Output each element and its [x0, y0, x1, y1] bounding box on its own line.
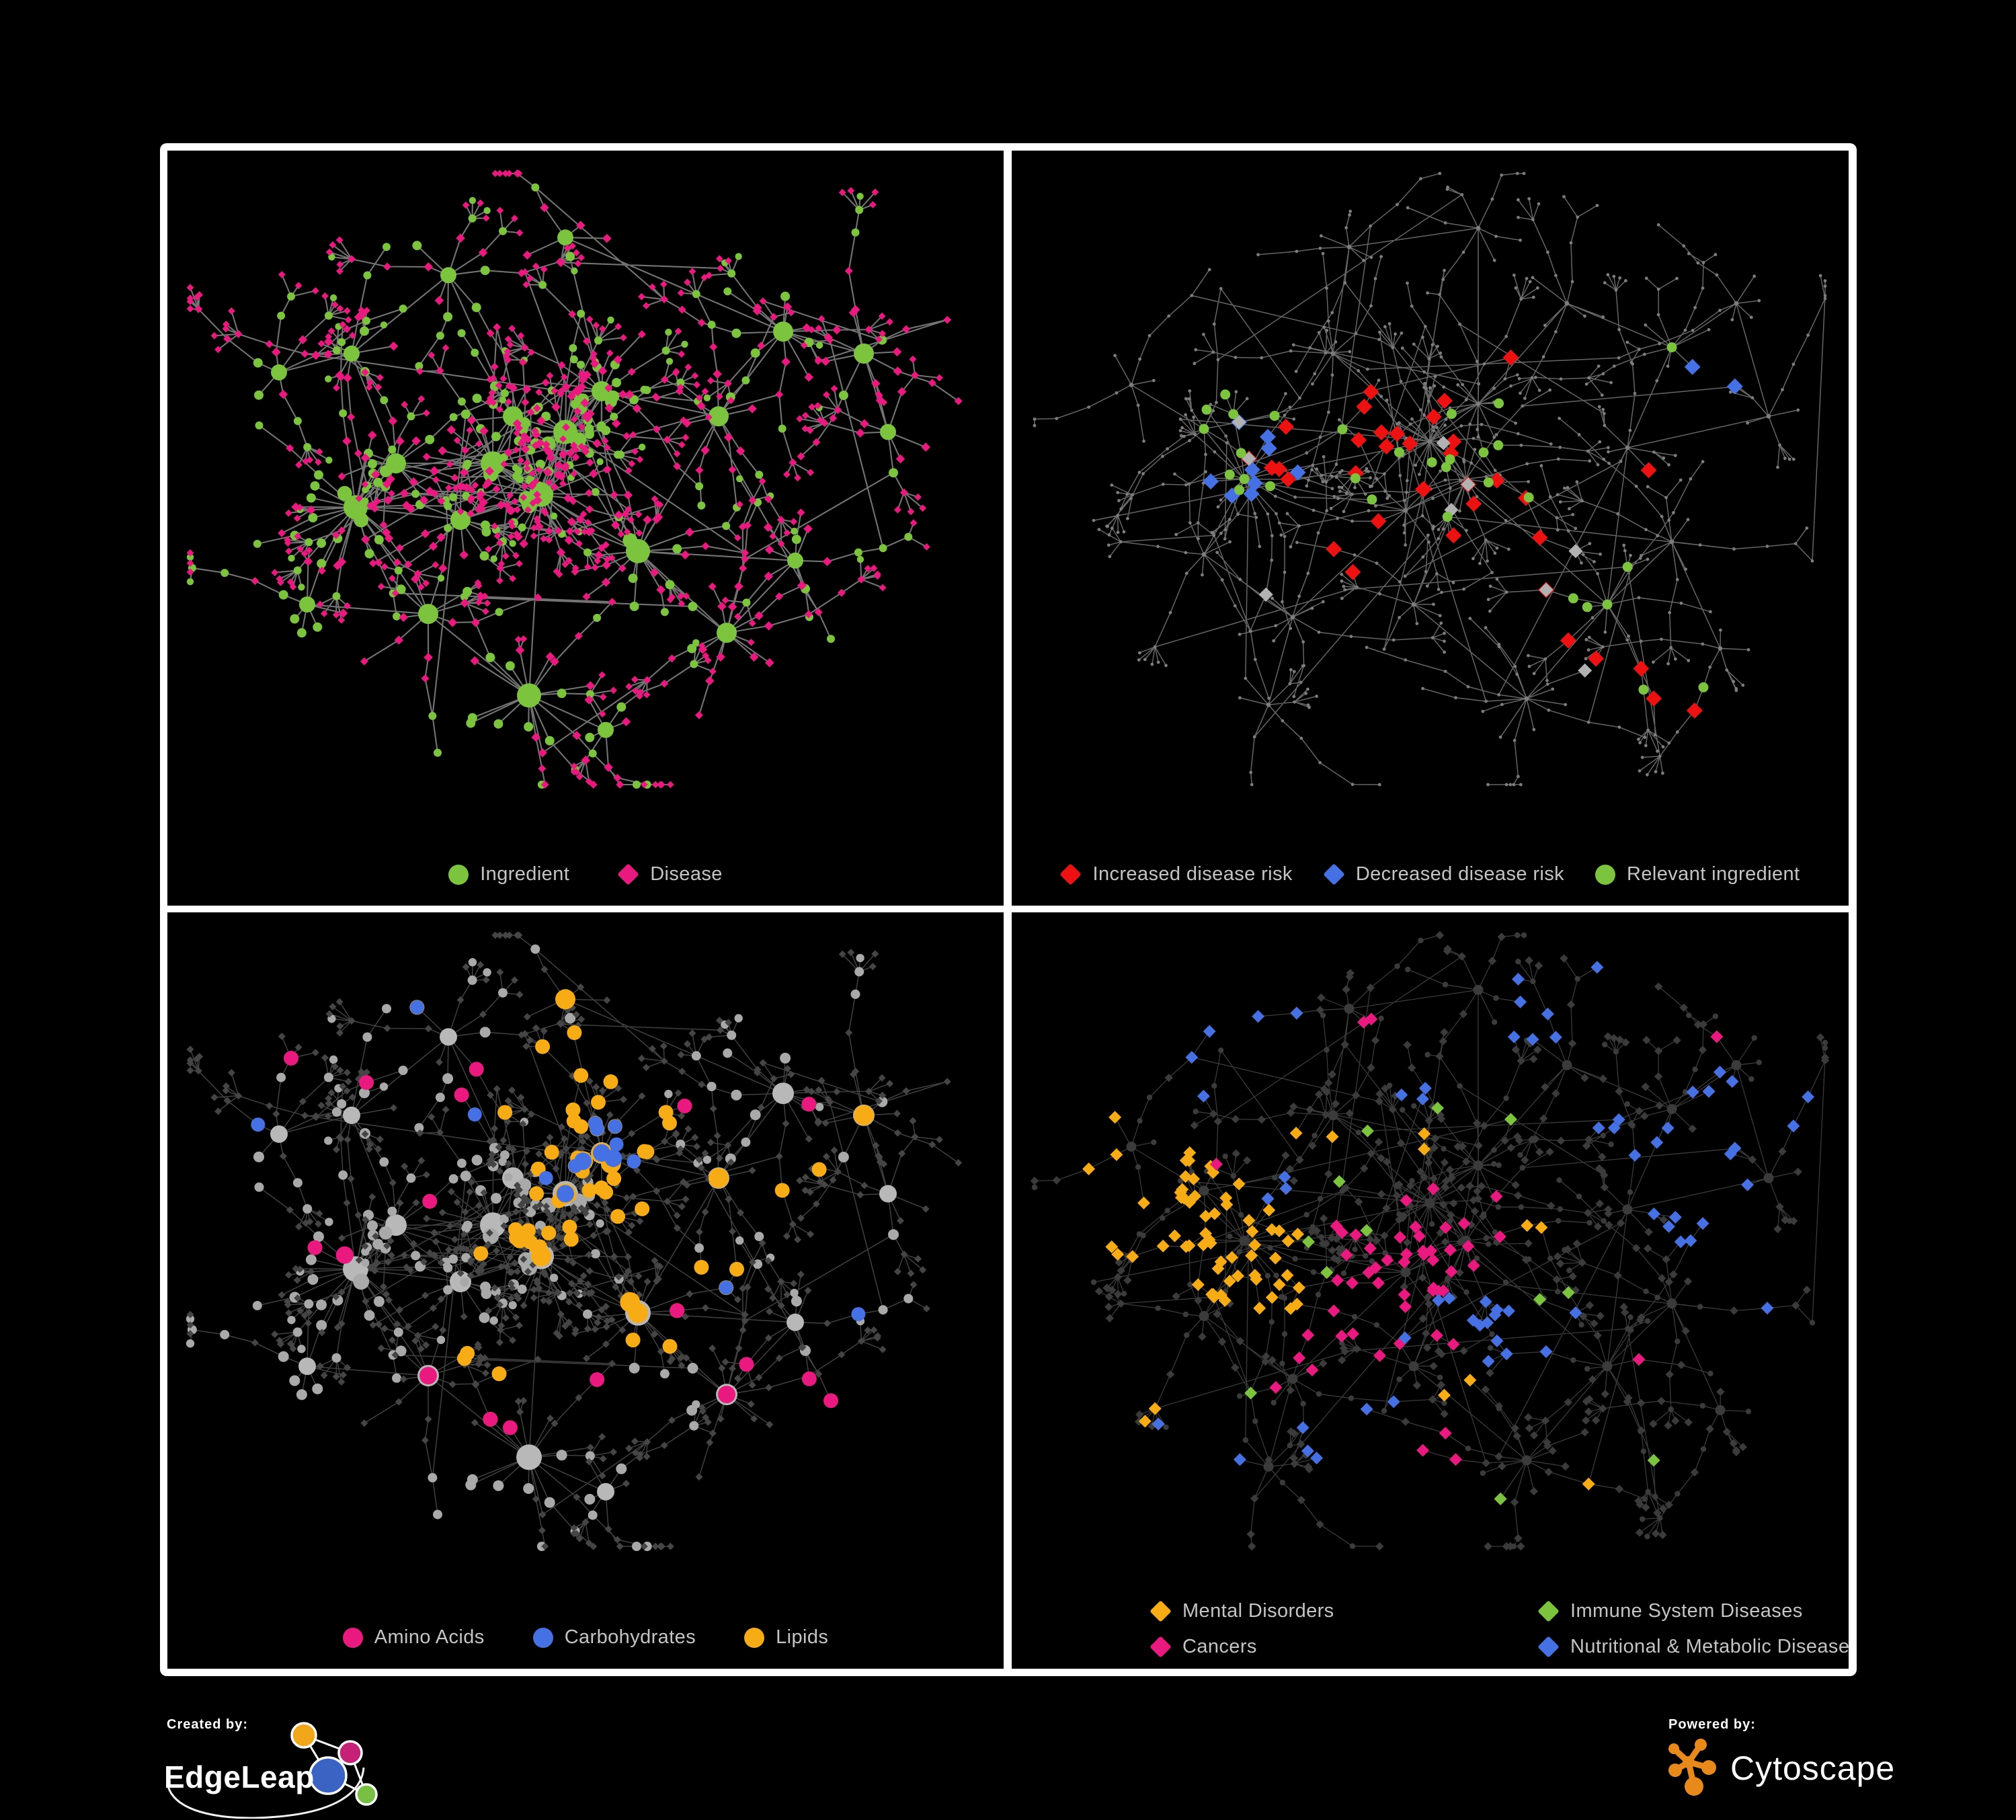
cytoscape-brand-text: Cytoscape: [1730, 1749, 1895, 1787]
panel-ingredient-disease: Ingredient Disease: [167, 151, 1004, 906]
powered-by-label: Powered by:: [1668, 1717, 1756, 1732]
nodes-layer: [186, 931, 963, 1550]
legend-label: Ingredient: [480, 863, 570, 885]
edgeleap-swoosh: [167, 1767, 365, 1819]
circle-marker-icon: [532, 1627, 553, 1648]
network-grid-frame: Ingredient Disease Increased disease risk…: [160, 143, 1857, 1676]
nodes-layer: [1033, 171, 1827, 787]
edges-layer: [1034, 935, 1826, 1547]
nodes-layer: [409, 989, 874, 1427]
legend-item-decreased-disease-risk: Decreased disease risk: [1323, 863, 1565, 885]
diamond-marker-icon: [1150, 1600, 1172, 1622]
legend-label: Decreased disease risk: [1355, 863, 1565, 885]
edgeleap-logo: Created by: EdgeLeap: [164, 1717, 378, 1819]
legend-item-immune-system-diseases: Immune System Diseases: [1537, 1600, 1849, 1622]
legend-disease-categories: Mental Disorders Immune System Diseases Ca…: [1012, 1600, 1849, 1658]
legend-item-nutritional-metabolic-diseases: Nutritional & Metabolic Diseases: [1537, 1636, 1849, 1658]
legend-label: Increased disease risk: [1092, 863, 1293, 885]
panel-disease-categories: Mental Disorders Immune System Diseases Ca…: [1012, 912, 1849, 1669]
diamond-marker-icon: [1059, 863, 1082, 885]
legend-label: Cancers: [1182, 1636, 1257, 1657]
panel-disease-risk: Increased disease risk Decreased disease …: [1012, 151, 1849, 906]
nodes-layer: [1244, 1101, 1660, 1505]
legend-label: Carbohydrates: [564, 1626, 696, 1648]
nodes-layer: [186, 183, 913, 789]
nodes-layer: [1232, 415, 1592, 678]
legend-disease-risk: Increased disease risk Decreased disease …: [1012, 863, 1849, 885]
nodes-layer: [1203, 358, 1743, 504]
legend-label: Immune System Diseases: [1570, 1600, 1803, 1622]
network-graph-ingredient-disease: [186, 169, 963, 789]
nodes-layer: [1082, 1006, 1595, 1491]
legend-item-ingredient: Ingredient: [448, 863, 569, 885]
legend-item-cancers: Cancers: [1150, 1636, 1490, 1658]
legend-label: Relevant ingredient: [1627, 863, 1800, 885]
nodes-layer: [1240, 349, 1703, 719]
diamond-marker-icon: [1537, 1600, 1560, 1622]
diamond-marker-icon: [1150, 1636, 1172, 1658]
cytoscape-logo: Powered by: Cytoscape: [1668, 1717, 1895, 1796]
network-graph-disease-categories: [1030, 931, 1830, 1551]
edges-layer: [1034, 173, 1826, 785]
created-by-label: Created by:: [167, 1717, 248, 1732]
circle-marker-icon: [342, 1627, 363, 1648]
circle-marker-icon: [1595, 864, 1616, 885]
legend-item-mental-disorders: Mental Disorders: [1150, 1600, 1490, 1622]
nodes-layer: [186, 169, 963, 789]
legend-item-increased-disease-risk: Increased disease risk: [1059, 863, 1293, 885]
nodes-layer: [1030, 931, 1830, 1551]
cytoscape-logo-icon: [1668, 1739, 1716, 1796]
network-graph-disease-risk: [1033, 171, 1827, 787]
legend-nutrient-categories: Amino Acids Carbohydrates Lipids: [167, 1626, 1004, 1649]
circle-marker-icon: [448, 864, 469, 885]
legend-item-amino-acids: Amino Acids: [342, 1626, 485, 1649]
legend-label: Disease: [650, 863, 723, 885]
nodes-layer: [1031, 932, 1828, 1550]
panel-nutrient-categories: Amino Acids Carbohydrates Lipids: [167, 912, 1004, 1669]
network-graph-nutrient-categories: [186, 931, 963, 1551]
legend-label: Lipids: [776, 1626, 829, 1648]
legend-label: Nutritional & Metabolic Diseases: [1570, 1636, 1849, 1657]
circle-marker-icon: [744, 1627, 765, 1648]
diamond-marker-icon: [617, 863, 639, 885]
diamond-marker-icon: [1537, 1636, 1560, 1658]
nodes-layer: [1199, 342, 1709, 695]
edgeleap-logo-nodes: [290, 1722, 378, 1806]
legend-item-lipids: Lipids: [744, 1626, 828, 1649]
legend-label: Amino Acids: [374, 1626, 485, 1648]
legend-item-relevant-ingredient: Relevant ingredient: [1595, 863, 1800, 885]
nodes-layer: [186, 944, 914, 1551]
legend-ingredient-disease: Ingredient Disease: [167, 863, 1004, 885]
edgeleap-brand-text: EdgeLeap: [164, 1759, 315, 1794]
legend-label: Mental Disorders: [1182, 1600, 1334, 1622]
legend-item-carbohydrates: Carbohydrates: [532, 1626, 696, 1649]
legend-item-disease: Disease: [617, 863, 723, 885]
diamond-marker-icon: [1323, 863, 1345, 885]
